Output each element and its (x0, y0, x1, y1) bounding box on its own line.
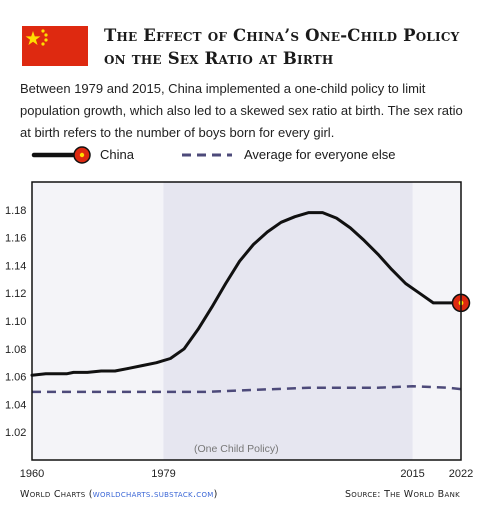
footer-source: Source: The World Bank (344, 489, 460, 500)
y-tick-label: 1.14 (5, 260, 26, 272)
legend-china-marker-star (79, 152, 85, 158)
series-china-line (30, 211, 463, 377)
legend: China Average for everyone else (20, 144, 470, 166)
flag-small-star (44, 33, 48, 37)
x-tick-label: 1960 (20, 468, 44, 480)
line-chart: (One Child Policy) 1.02 1.04 1.06 1.08 1.10 1.… (5, 181, 473, 480)
china-flag-icon (22, 26, 88, 66)
legend-average-label: Average for everyone else (244, 147, 396, 162)
x-tick-label: 1979 (151, 468, 175, 480)
y-tick-label: 1.18 (5, 205, 26, 217)
footer-credit: World Charts (worldcharts.substack.com) (20, 489, 218, 500)
y-tick-label: 1.16 (5, 233, 26, 245)
flag-small-star (44, 38, 48, 42)
footer-link[interactable]: worldcharts.substack.com (92, 489, 214, 500)
flag-big-star (25, 31, 41, 45)
plot-frame (31, 181, 462, 461)
footer-brand: World Charts (20, 489, 86, 500)
y-tick-label: 1.06 (5, 372, 26, 384)
policy-band (163, 182, 413, 460)
y-tick-label: 1.10 (5, 316, 26, 328)
x-tick-label: 2015 (400, 468, 424, 480)
y-tick-label: 1.04 (5, 399, 26, 411)
y-tick-label: 1.02 (5, 427, 26, 439)
flag-field (22, 26, 88, 66)
x-tick-label: 2022 (449, 468, 473, 480)
legend-swatches (31, 146, 232, 164)
chart-description: Between 1979 and 2015, China implemented… (20, 81, 463, 140)
legend-china-label: China (100, 147, 134, 162)
flag-small-star (41, 29, 45, 33)
series-average-line (32, 385, 462, 394)
policy-annotation: (One Child Policy) (194, 443, 279, 455)
y-tick-label: 1.08 (5, 344, 26, 356)
flag-small-star (41, 42, 45, 46)
y-tick-label: 1.12 (5, 288, 26, 300)
chart-title: The Effect of China’s One-Child Policy o… (104, 26, 460, 68)
